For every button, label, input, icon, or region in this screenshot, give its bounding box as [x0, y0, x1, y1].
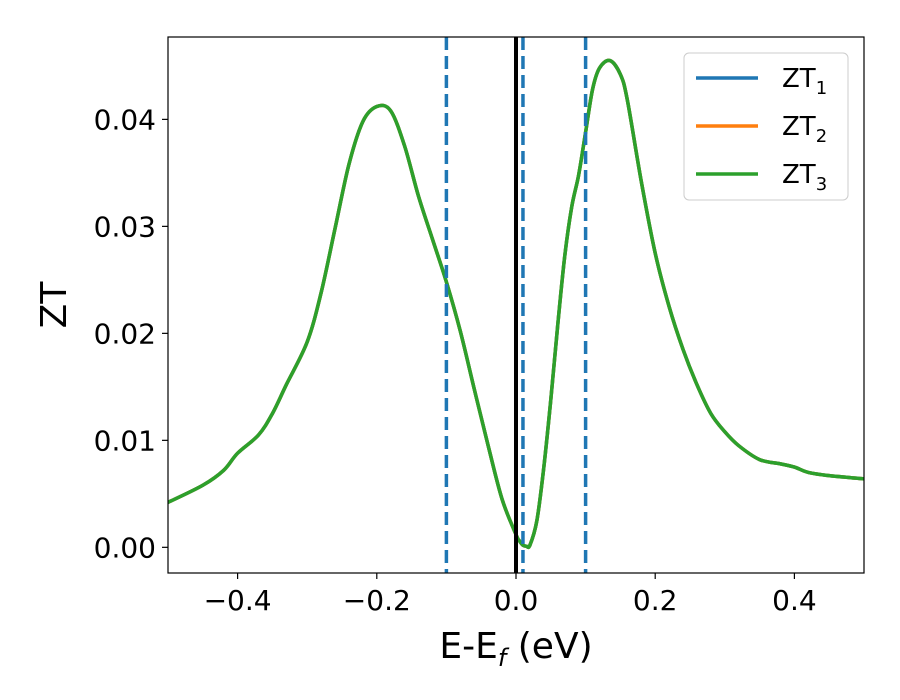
legend-label-zt3: ZT3 — [782, 160, 827, 195]
y-tick-label: 0.00 — [94, 531, 156, 564]
x-tick-label: −0.2 — [343, 584, 411, 617]
series-line-zt3 — [168, 58, 864, 550]
x-tick-label: 0.4 — [772, 584, 817, 617]
legend-label-zt1: ZT1 — [782, 64, 827, 99]
x-axis-label-tail: (eV) — [506, 626, 592, 667]
y-tick-label: 0.02 — [94, 317, 156, 350]
series-layer — [168, 58, 864, 550]
y-tick-label: 0.03 — [94, 210, 156, 243]
x-axis-label-main: E-E — [439, 626, 497, 667]
vline-layer — [444, 37, 588, 573]
x-tick-label: −0.4 — [204, 584, 272, 617]
x-tick-label: 0.0 — [494, 584, 539, 617]
x-axis-label: E-Ef (eV) — [439, 626, 592, 672]
legend-box — [683, 52, 849, 201]
legend-label-zt2: ZT2 — [782, 112, 827, 147]
legend: ZT1 ZT2 ZT3 — [683, 52, 849, 201]
y-axis-ticks: 0.00 0.01 0.02 0.03 0.04 — [94, 103, 168, 564]
x-tick-label: 0.2 — [633, 584, 678, 617]
y-tick-label: 0.04 — [94, 103, 156, 136]
y-tick-label: 0.01 — [94, 424, 156, 457]
x-axis-ticks: −0.4 −0.2 0.0 0.2 0.4 — [204, 573, 817, 617]
y-axis-label: ZT — [34, 281, 75, 329]
